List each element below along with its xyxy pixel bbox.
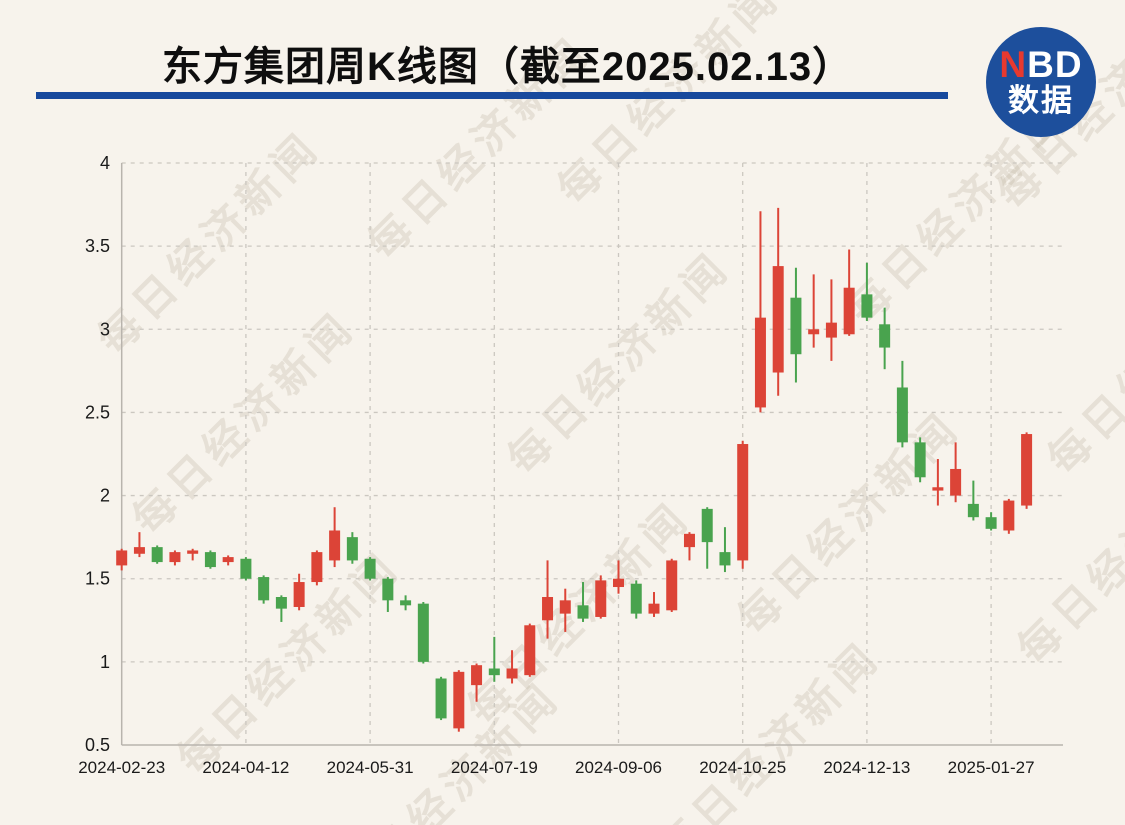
- candle-body: [133, 547, 145, 554]
- candle-body: [559, 600, 571, 614]
- candle-body: [524, 625, 536, 676]
- candle-body: [506, 668, 518, 679]
- y-axis-tick-label: 0.5: [85, 735, 110, 755]
- candle-body: [204, 552, 216, 568]
- x-axis-tick-label: 2024-12-13: [823, 758, 910, 777]
- candle-body: [772, 266, 784, 373]
- x-axis-tick-label: 2024-07-19: [451, 758, 538, 777]
- candle-body: [471, 665, 483, 686]
- candle-body: [843, 287, 855, 335]
- candle-body: [293, 582, 305, 607]
- candle-body: [222, 557, 234, 563]
- candle-body: [985, 517, 997, 529]
- x-axis-tick-label: 2024-10-25: [699, 758, 786, 777]
- candle-body: [666, 560, 678, 611]
- candle-body: [808, 329, 820, 335]
- x-axis-tick-label: 2024-02-23: [78, 758, 165, 777]
- candle-body: [400, 600, 412, 606]
- page-title: 东方集团周K线图（截至2025.02.13）: [162, 45, 854, 89]
- candle-body: [896, 387, 908, 443]
- candle-body: [187, 550, 199, 554]
- candle-body: [364, 558, 376, 579]
- candle-body: [275, 597, 287, 609]
- candle-body: [488, 668, 500, 676]
- nbd-logo: NBD 数据: [986, 27, 1096, 137]
- candle-body: [630, 583, 642, 614]
- candle-body: [169, 552, 181, 563]
- y-axis-tick-label: 1.5: [85, 569, 110, 589]
- candle-body: [648, 603, 660, 614]
- candle-body: [754, 317, 766, 408]
- candle-body: [914, 442, 926, 478]
- y-axis-tick-label: 1: [100, 652, 110, 672]
- candle-body: [967, 503, 979, 518]
- nbd-logo-text: NBD: [999, 44, 1083, 86]
- x-axis-tick-label: 2025-01-27: [948, 758, 1035, 777]
- candle-body: [329, 530, 341, 561]
- title-underline: [36, 92, 948, 99]
- candle-body: [151, 547, 163, 563]
- x-axis-tick-label: 2024-09-06: [575, 758, 662, 777]
- y-axis-tick-label: 3.5: [85, 236, 110, 256]
- candle-body: [950, 468, 962, 496]
- candle-body: [790, 297, 802, 355]
- candle-body: [417, 603, 429, 662]
- candle-body: [861, 294, 873, 318]
- candle-body: [879, 324, 891, 348]
- candle-body: [346, 537, 358, 561]
- candle-body: [1003, 500, 1015, 531]
- x-axis-tick-label: 2024-05-31: [327, 758, 414, 777]
- candle-body: [435, 678, 447, 719]
- y-axis-tick-label: 3: [100, 319, 110, 339]
- candle-body: [240, 558, 252, 579]
- candle-body: [453, 671, 465, 729]
- y-axis-tick-label: 2: [100, 486, 110, 506]
- nbd-logo-letters-bd: BD: [1027, 44, 1083, 86]
- y-axis-tick-label: 2.5: [85, 402, 110, 422]
- candle-body: [542, 597, 554, 621]
- candle-body: [719, 552, 731, 566]
- candle-body: [1021, 434, 1033, 506]
- y-axis-tick-label: 4: [100, 153, 110, 173]
- nbd-logo-caption: 数据: [1008, 83, 1074, 119]
- candle-body: [701, 508, 713, 543]
- candle-body: [258, 577, 270, 601]
- x-axis-tick-label: 2024-04-12: [202, 758, 289, 777]
- candle-body: [613, 578, 625, 588]
- candle-body: [311, 552, 323, 583]
- candle-body: [116, 550, 128, 566]
- candle-body: [737, 444, 749, 561]
- candle-body: [595, 580, 607, 617]
- candle-body: [932, 487, 944, 491]
- nbd-logo-letter-n: N: [999, 44, 1028, 86]
- candle-body: [683, 533, 695, 548]
- candle-body: [382, 578, 394, 601]
- candle-body: [825, 322, 837, 338]
- candle-body: [577, 605, 589, 619]
